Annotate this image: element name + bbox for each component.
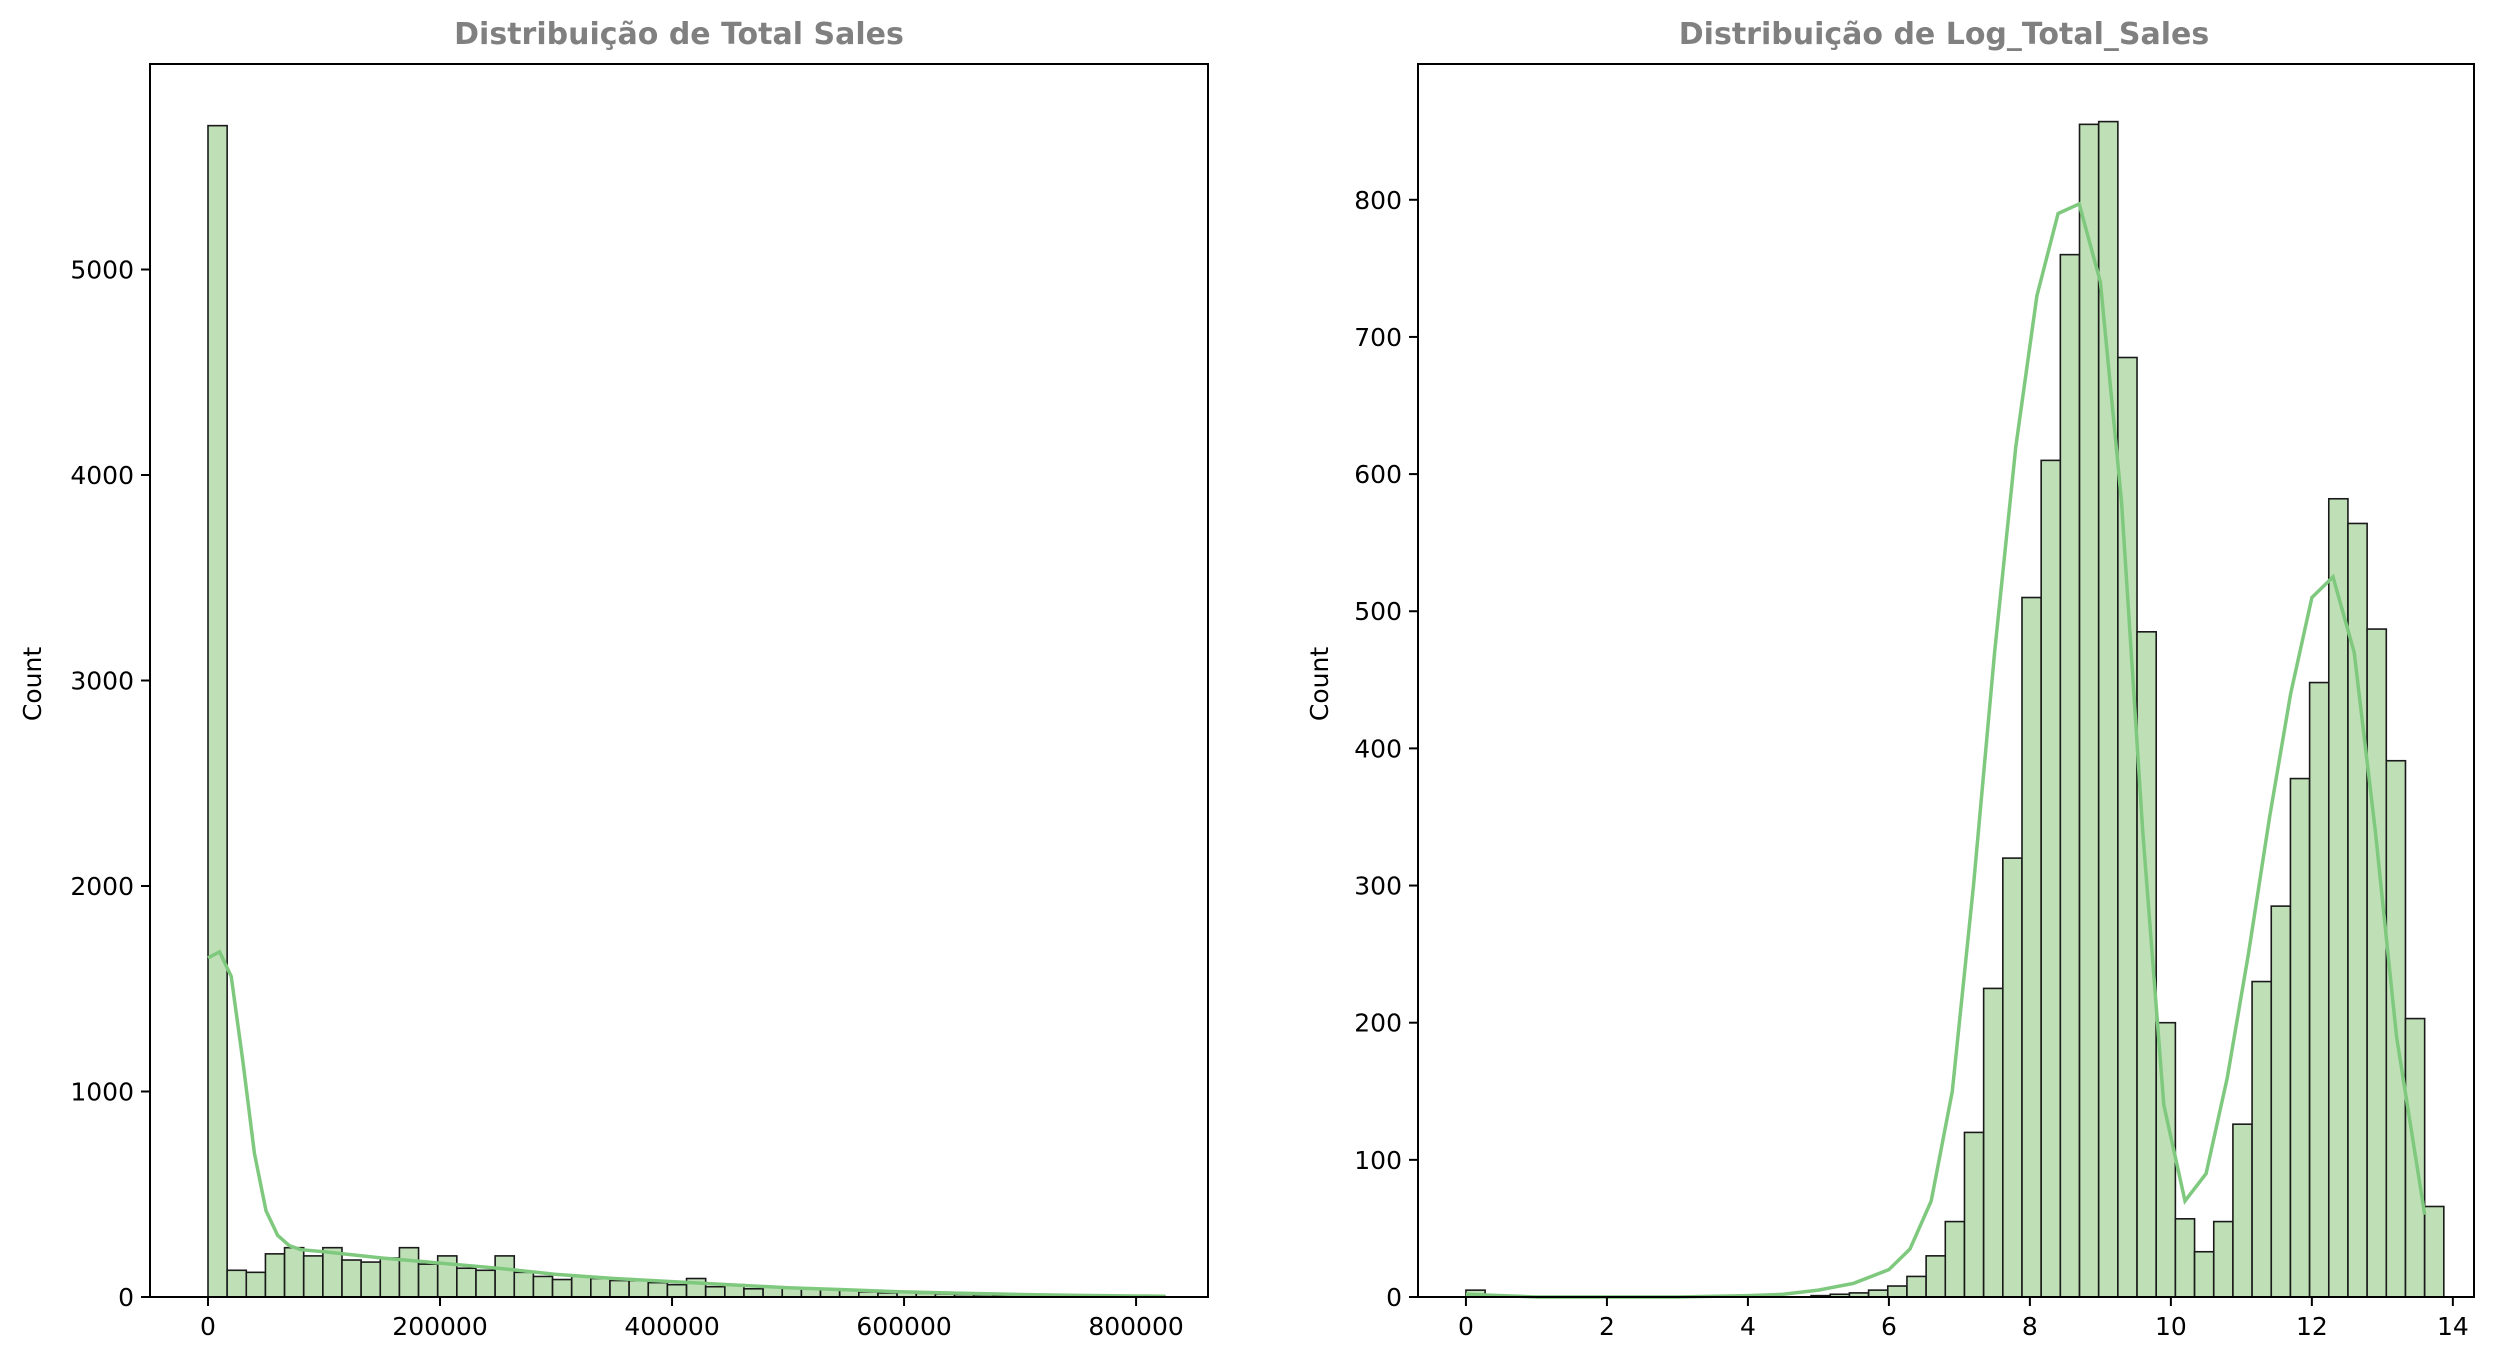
plot-area-frame [1417, 63, 2475, 1298]
histogram-bar [264, 1253, 286, 1298]
x-tick-label: 600000 [856, 1312, 951, 1341]
histogram-bar [2021, 596, 2042, 1298]
histogram-bar [245, 1271, 267, 1298]
histogram-bar [341, 1259, 362, 1298]
bars [207, 124, 1166, 1298]
histogram-bar [379, 1257, 401, 1298]
y-tick-label: 200 [1354, 1009, 1402, 1038]
histogram-bar [2059, 253, 2081, 1298]
x-ticks: 0 200000 400000 600000 800000 [200, 1297, 1184, 1341]
chart-title: Distribuição de Total Sales [454, 17, 904, 52]
histogram-bar [494, 1255, 516, 1298]
histogram-bar [1925, 1255, 1947, 1298]
y-tick-label: 800 [1354, 186, 1402, 215]
y-tick-label: 5000 [70, 256, 134, 285]
x-tick-label: 400000 [624, 1312, 719, 1341]
histogram-bar [2040, 459, 2062, 1298]
histogram-bar [570, 1275, 592, 1298]
histogram-bar [513, 1271, 535, 1298]
histogram-bar [2193, 1250, 2215, 1298]
y-tick-label: 0 [1386, 1283, 1402, 1312]
y-tick-label: 3000 [70, 667, 134, 696]
histogram-bar [2366, 628, 2388, 1298]
histogram-bar [2251, 980, 2273, 1298]
x-tick-label: 0 [200, 1312, 216, 1341]
histogram-panel-log-total-sales: Distribuição de Log_Total_Sales Count 0 2… [1305, 17, 2475, 1341]
histogram-bar [1886, 1285, 1908, 1298]
y-ticks: 0 100 200 300 400 500 600 700 800 [1354, 186, 1418, 1312]
histogram-bar [2232, 1123, 2253, 1298]
kde-curve [1465, 201, 2427, 1299]
y-tick-label: 0 [118, 1283, 134, 1312]
histogram-bar [647, 1281, 669, 1298]
x-tick-label: 200000 [392, 1312, 487, 1341]
y-tick-label: 700 [1354, 323, 1402, 352]
histogram-bar [2174, 1218, 2196, 1298]
histogram-bar [2289, 777, 2311, 1298]
histogram-bar [532, 1275, 554, 1298]
x-tick-label: 4 [1740, 1312, 1756, 1341]
x-ticks: 0 2 4 6 8 10 12 14 [1458, 1297, 2469, 1341]
x-tick-label: 6 [1881, 1312, 1897, 1341]
histogram-bar [609, 1279, 630, 1298]
kde-curve [207, 949, 1166, 1298]
histogram-bar [302, 1255, 324, 1298]
histogram-bar [1944, 1220, 1966, 1298]
histogram-bar [207, 124, 228, 1298]
x-tick-label: 12 [2296, 1312, 2328, 1341]
histogram-bar [1906, 1275, 1927, 1298]
histogram-bar [226, 1269, 248, 1298]
histogram-bar [2212, 1220, 2234, 1298]
histogram-bar [456, 1267, 477, 1298]
histogram-bar [666, 1283, 688, 1298]
x-tick-label: 10 [2155, 1312, 2187, 1341]
histogram-bar [1982, 987, 2004, 1298]
histogram-bar [2423, 1205, 2445, 1298]
histogram-bar [1963, 1131, 1985, 1298]
histogram-bar [2308, 681, 2330, 1298]
x-tick-label: 14 [2437, 1312, 2469, 1341]
histogram-bar [417, 1263, 439, 1298]
histogram-bar [704, 1285, 726, 1298]
y-tick-label: 300 [1354, 872, 1402, 901]
histogram-bar [551, 1278, 573, 1298]
y-tick-label: 600 [1354, 460, 1402, 489]
x-tick-label: 0 [1458, 1312, 1474, 1341]
y-tick-label: 1000 [70, 1078, 134, 1107]
y-tick-label: 100 [1354, 1146, 1402, 1175]
histogram-bar [1867, 1289, 1889, 1298]
histogram-bar [283, 1246, 305, 1298]
y-axis-label: Count [1305, 647, 1334, 721]
histogram-panel-total-sales: Distribuição de Total Sales Count 0 20000… [18, 17, 1209, 1341]
x-tick-label: 800000 [1088, 1312, 1183, 1341]
histogram-bar [360, 1261, 382, 1298]
plot-area-frame [149, 63, 1209, 1298]
x-tick-label: 2 [1599, 1312, 1615, 1341]
x-tick-label: 8 [2022, 1312, 2038, 1341]
y-tick-label: 4000 [70, 461, 134, 490]
histogram-bar [398, 1246, 420, 1298]
y-tick-label: 500 [1354, 597, 1402, 626]
histogram-bar [2002, 857, 2023, 1298]
histogram-bar [743, 1287, 764, 1298]
histogram-bar [2270, 905, 2292, 1298]
y-tick-label: 400 [1354, 734, 1402, 763]
histogram-bar [2078, 123, 2100, 1298]
y-axis-label: Count [18, 647, 47, 721]
y-tick-label: 2000 [70, 872, 134, 901]
histogram-bar [628, 1279, 650, 1298]
histogram-bar [590, 1277, 611, 1298]
histogram-bar [475, 1269, 496, 1298]
chart-title: Distribuição de Log_Total_Sales [1679, 17, 2209, 52]
y-ticks: 0 1000 2000 3000 4000 5000 [70, 256, 150, 1312]
